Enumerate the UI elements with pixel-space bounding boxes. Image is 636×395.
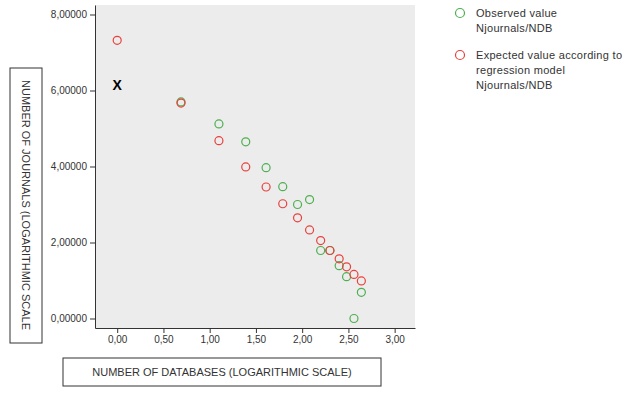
y-tick-mark [90, 15, 95, 16]
data-point [350, 270, 358, 278]
x-tick-label: 2,00 [293, 334, 313, 345]
y-tick-mark [90, 319, 95, 320]
x-tick-label: 0,00 [108, 334, 128, 345]
data-point [279, 200, 287, 208]
data-point [279, 183, 287, 191]
x-tick-mark [395, 328, 396, 333]
legend-label: Expected value according to regression m… [476, 48, 626, 93]
chart-container: 0,000002,000004,000006,000008,000000,000… [0, 0, 636, 395]
data-point [343, 273, 351, 281]
data-point [317, 246, 325, 254]
x-axis-line [96, 328, 416, 329]
x-tick: 3,00 [385, 328, 405, 345]
x-tick-label: 2,50 [339, 334, 359, 345]
x-tick: 1,50 [247, 328, 267, 345]
x-tick: 0,00 [108, 328, 128, 345]
y-tick-mark [90, 91, 95, 92]
y-tick-label: 4,00000 [51, 161, 88, 172]
data-point [294, 214, 302, 222]
y-tick-label: 2,00000 [51, 237, 88, 248]
x-title-box [63, 358, 381, 386]
data-point [326, 246, 334, 254]
data-point [306, 196, 314, 204]
data-point [306, 226, 314, 234]
y-tick: 6,00000 [51, 85, 95, 96]
x-tick-mark [210, 328, 211, 333]
x-tick: 1,00 [200, 328, 220, 345]
data-point [113, 36, 121, 44]
data-point [294, 201, 302, 209]
legend-marker [456, 51, 465, 60]
x-tick-label: 0,50 [154, 334, 174, 345]
y-tick-label: 0,00000 [51, 313, 88, 324]
x-tick-label: 1,00 [200, 334, 220, 345]
y-tick-mark [90, 243, 95, 244]
y-tick: 8,00000 [51, 9, 95, 20]
data-point [317, 237, 325, 245]
points [113, 36, 365, 322]
y-tick: 2,00000 [51, 237, 95, 248]
y-tick-label: 8,00000 [51, 9, 88, 20]
data-point [357, 277, 365, 285]
y-tick: 4,00000 [51, 161, 95, 172]
x-tick-mark [163, 328, 164, 333]
legend-label: Observed value Njournals/NDB [476, 6, 626, 36]
x-tick-mark [348, 328, 349, 333]
legend-swatch [452, 6, 468, 20]
legend-item: Expected value according to regression m… [452, 48, 626, 93]
data-point [242, 163, 250, 171]
y-axis-line [95, 6, 96, 329]
y-title-box [10, 68, 42, 343]
data-point [350, 315, 358, 323]
data-point [215, 137, 223, 145]
x-tick-mark [302, 328, 303, 333]
x-axis-title: NUMBER OF DATABASES (LOGARITHMIC SCALE) [92, 366, 351, 378]
data-point [262, 164, 270, 172]
data-point [335, 255, 343, 263]
x-tick-mark [117, 328, 118, 333]
plot-background [95, 5, 415, 328]
x-tick-label: 3,00 [385, 334, 405, 345]
data-point [177, 99, 185, 107]
data-point [357, 288, 365, 296]
data-point [242, 138, 250, 146]
y-axis: 0,00000 2,00000 4,00000 6,00000 8,00000 [51, 6, 96, 329]
data-point [326, 246, 334, 254]
legend-swatch [452, 48, 468, 62]
x-tick: 2,50 [339, 328, 359, 345]
x-tick-mark [256, 328, 257, 333]
annotation: X [113, 77, 123, 93]
legend-marker [456, 9, 465, 18]
y-tick-mark [90, 167, 95, 168]
data-point [343, 263, 351, 271]
legend-item: Observed value Njournals/NDB [452, 6, 626, 36]
x-tick-label: 1,50 [247, 334, 267, 345]
data-point [262, 183, 270, 191]
y-axis-title: NUMBER OF JOURNALS (LOGARITHMIC SCALE [20, 80, 32, 330]
y-tick-label: 6,00000 [51, 85, 88, 96]
x-tick: 0,50 [154, 328, 174, 345]
x-axis: 0,00 0,50 1,00 1,50 2,00 2,50 3,00 [96, 328, 416, 345]
y-tick: 0,00000 [51, 313, 95, 324]
x-tick: 2,00 [293, 328, 313, 345]
data-point [215, 120, 223, 128]
